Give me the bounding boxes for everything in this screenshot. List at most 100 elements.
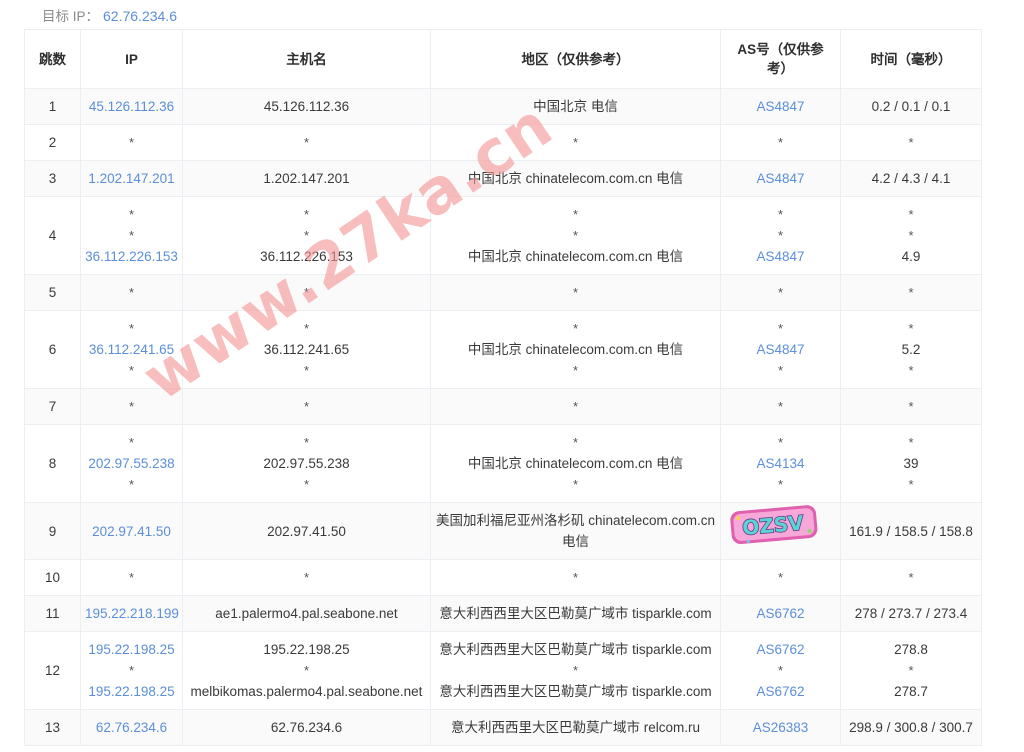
geo-lines: * bbox=[435, 567, 716, 588]
cell-host: 45.126.112.36 bbox=[182, 88, 431, 125]
as-link[interactable]: AS26383 bbox=[752, 720, 809, 735]
cell-host: 62.76.234.6 bbox=[182, 709, 431, 746]
cell-as: * bbox=[720, 124, 841, 161]
table-row: 11 195.22.218.199 ae1.palermo4.pal.seabone… bbox=[24, 595, 982, 632]
geo-lines: 意大利西西里大区巴勒莫广域市 tisparkle.com bbox=[435, 603, 716, 624]
table-body: 1 45.126.112.36 45.126.112.36 中国北京 电信 AS4847… bbox=[24, 88, 982, 746]
table-header: 跳数 IP 主机名 地区（仅供参考） AS号（仅供参考） 时间（毫秒） bbox=[24, 29, 982, 89]
hop-number: 1 bbox=[48, 99, 57, 114]
cell-ip: 62.76.234.6 bbox=[80, 709, 183, 746]
ip-link[interactable]: 36.112.241.65 bbox=[88, 342, 175, 357]
cell-time: 161.9 / 158.5 / 158.8 bbox=[840, 502, 982, 560]
target-ip-value[interactable]: 62.76.234.6 bbox=[103, 8, 177, 24]
ip-lines: 62.76.234.6 bbox=[85, 717, 178, 738]
host-lines: 45.126.112.36 bbox=[187, 96, 426, 117]
geo-no-response: * bbox=[572, 363, 579, 378]
cell-ip: 45.126.112.36 bbox=[80, 88, 183, 125]
cell-hop: 9 bbox=[24, 502, 81, 560]
as-lines: * AS4847 * bbox=[725, 318, 836, 381]
host-lines: 1.202.147.201 bbox=[187, 168, 426, 189]
ip-link[interactable]: 1.202.147.201 bbox=[88, 171, 175, 186]
time-lines: * bbox=[845, 396, 977, 417]
ip-link[interactable]: 45.126.112.36 bbox=[88, 99, 175, 114]
time-value: 298.9 / 300.8 / 300.7 bbox=[849, 720, 973, 735]
as-lines: AS4134 bbox=[725, 521, 836, 542]
ip-lines: 1.202.147.201 bbox=[85, 168, 178, 189]
as-link[interactable]: AS6762 bbox=[756, 606, 805, 621]
as-link[interactable]: AS4134 bbox=[756, 523, 805, 539]
host-no-response: * bbox=[303, 663, 310, 678]
cell-hop: 10 bbox=[24, 559, 81, 596]
cell-hop: 5 bbox=[24, 274, 81, 311]
cell-time: 278.8 * 278.7 bbox=[840, 631, 982, 710]
cell-geo: 意大利西西里大区巴勒莫广域市 relcom.ru bbox=[430, 709, 721, 746]
ip-link[interactable]: 195.22.218.199 bbox=[85, 606, 179, 621]
time-value: 4.2 / 4.3 / 4.1 bbox=[871, 171, 951, 186]
cell-host: * 36.112.241.65 * bbox=[182, 310, 431, 389]
geo-lines: * * 中国北京 chinatelecom.com.cn 电信 bbox=[435, 204, 716, 267]
geo-value: 意大利西西里大区巴勒莫广域市 relcom.ru bbox=[450, 720, 700, 735]
as-link[interactable]: AS6762 bbox=[756, 642, 805, 657]
cell-geo: 中国北京 chinatelecom.com.cn 电信 bbox=[430, 160, 721, 197]
cell-ip: * * 36.112.226.153 bbox=[80, 196, 183, 275]
cell-time: * 5.2 * bbox=[840, 310, 982, 389]
ip-link[interactable]: 202.97.55.238 bbox=[88, 456, 175, 471]
geo-lines: 中国北京 chinatelecom.com.cn 电信 bbox=[435, 168, 716, 189]
geo-no-response: * bbox=[572, 477, 579, 492]
geo-value: 意大利西西里大区巴勒莫广域市 tisparkle.com bbox=[439, 684, 712, 699]
ip-link[interactable]: 202.97.41.50 bbox=[92, 523, 171, 539]
as-no-response: * bbox=[777, 399, 784, 414]
ip-link[interactable]: 36.112.226.153 bbox=[85, 249, 178, 264]
geo-lines: * 中国北京 chinatelecom.com.cn 电信 * bbox=[435, 432, 716, 495]
cell-geo: * bbox=[430, 124, 721, 161]
cell-geo: 意大利西西里大区巴勒莫广域市 tisparkle.com bbox=[430, 595, 721, 632]
host-no-response: * bbox=[303, 321, 310, 336]
ip-link[interactable]: 62.76.234.6 bbox=[95, 720, 168, 735]
time-no-response: * bbox=[908, 435, 914, 450]
column-header-as: AS号（仅供参考） bbox=[720, 29, 841, 89]
hop-number: 4 bbox=[48, 228, 57, 243]
host-value: 195.22.198.25 bbox=[263, 642, 350, 657]
ip-link[interactable]: 195.22.198.25 bbox=[88, 642, 175, 657]
cell-host: * bbox=[182, 274, 431, 311]
as-link[interactable]: AS4847 bbox=[756, 342, 805, 357]
geo-lines: * bbox=[435, 282, 716, 303]
as-link[interactable]: AS4134 bbox=[756, 456, 805, 471]
cell-hop: 8 bbox=[24, 424, 81, 503]
as-link[interactable]: AS4847 bbox=[756, 249, 805, 264]
hop-number: 13 bbox=[44, 720, 61, 735]
ip-no-response: * bbox=[128, 570, 135, 585]
geo-no-response: * bbox=[572, 399, 579, 414]
geo-no-response: * bbox=[572, 570, 579, 585]
cell-as: * * AS4847 bbox=[720, 196, 841, 275]
cell-geo: * 中国北京 chinatelecom.com.cn 电信 * bbox=[430, 424, 721, 503]
hop-number: 11 bbox=[45, 606, 60, 621]
time-no-response: * bbox=[908, 363, 914, 378]
geo-lines: 美国加利福尼亚州洛杉矶 chinatelecom.com.cn 电信 bbox=[435, 510, 716, 552]
host-value: 202.97.55.238 bbox=[263, 456, 350, 471]
cell-hop: 4 bbox=[24, 196, 81, 275]
ip-no-response: * bbox=[128, 363, 135, 378]
host-value: melbikomas.palermo4.pal.seabone.net bbox=[190, 684, 423, 699]
ip-lines: * bbox=[85, 282, 178, 303]
host-no-response: * bbox=[303, 570, 310, 585]
table-row: 8 * 202.97.55.238 * * 202.97.55.238 * * 中国北京 chi… bbox=[24, 424, 982, 503]
ip-lines: * bbox=[85, 567, 178, 588]
as-no-response: * bbox=[777, 135, 784, 150]
cell-hop: 12 bbox=[24, 631, 81, 710]
cell-as: * bbox=[720, 388, 841, 425]
host-value: 1.202.147.201 bbox=[263, 171, 350, 186]
as-link[interactable]: AS4847 bbox=[756, 171, 805, 186]
ip-link[interactable]: 195.22.198.25 bbox=[88, 684, 175, 699]
time-lines: 298.9 / 300.8 / 300.7 bbox=[845, 717, 977, 738]
as-link[interactable]: AS6762 bbox=[756, 684, 805, 699]
host-lines: * 36.112.241.65 * bbox=[187, 318, 426, 381]
cell-host: 1.202.147.201 bbox=[182, 160, 431, 197]
cell-hop: 3 bbox=[24, 160, 81, 197]
cell-as: AS4847 bbox=[720, 88, 841, 125]
as-lines: AS4847 bbox=[725, 168, 836, 189]
table-row: 7 * * * * * bbox=[24, 388, 982, 425]
as-link[interactable]: AS4847 bbox=[756, 99, 805, 114]
as-lines: * bbox=[725, 567, 836, 588]
host-lines: * * 36.112.226.153 bbox=[187, 204, 426, 267]
